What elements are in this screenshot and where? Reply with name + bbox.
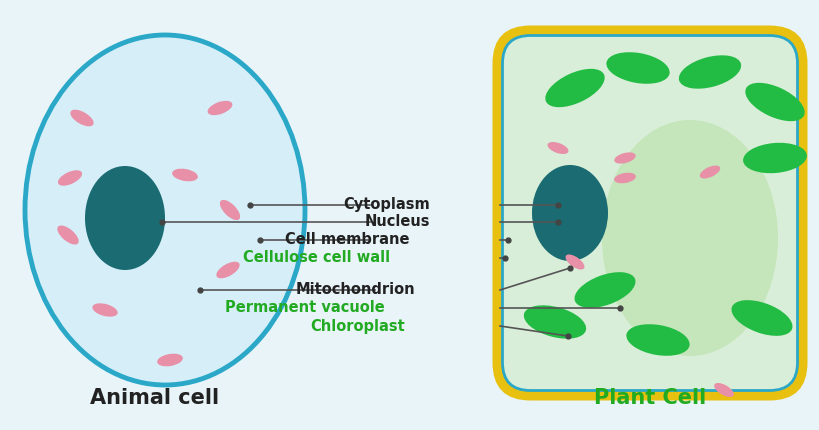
Ellipse shape	[70, 110, 93, 126]
Ellipse shape	[699, 166, 719, 178]
Ellipse shape	[601, 120, 777, 356]
Text: Plant Cell: Plant Cell	[593, 388, 705, 408]
Ellipse shape	[207, 101, 232, 115]
Ellipse shape	[532, 165, 607, 261]
Ellipse shape	[523, 305, 586, 339]
Ellipse shape	[678, 55, 740, 89]
Text: Mitochondrion: Mitochondrion	[295, 283, 414, 298]
Text: Nucleus: Nucleus	[364, 215, 429, 230]
Ellipse shape	[605, 52, 669, 84]
Ellipse shape	[613, 173, 635, 183]
Ellipse shape	[574, 272, 635, 308]
Ellipse shape	[545, 69, 604, 107]
Ellipse shape	[626, 324, 689, 356]
Ellipse shape	[58, 170, 82, 186]
Ellipse shape	[742, 143, 806, 173]
Text: Cell membrane: Cell membrane	[285, 233, 410, 248]
Ellipse shape	[57, 225, 79, 245]
Ellipse shape	[613, 152, 635, 163]
Ellipse shape	[219, 200, 240, 220]
Text: Cellulose cell wall: Cellulose cell wall	[242, 251, 390, 265]
Text: Animal cell: Animal cell	[90, 388, 219, 408]
Ellipse shape	[731, 300, 791, 336]
Ellipse shape	[713, 383, 733, 397]
Ellipse shape	[744, 83, 803, 121]
Ellipse shape	[565, 255, 584, 270]
Ellipse shape	[85, 166, 165, 270]
FancyBboxPatch shape	[492, 25, 807, 400]
Ellipse shape	[172, 169, 197, 181]
Ellipse shape	[547, 142, 568, 154]
Text: Permanent vacuole: Permanent vacuole	[225, 301, 385, 316]
Ellipse shape	[25, 35, 305, 385]
Ellipse shape	[157, 353, 183, 366]
Ellipse shape	[216, 262, 239, 278]
FancyBboxPatch shape	[502, 36, 797, 390]
Ellipse shape	[93, 303, 117, 317]
Text: Chloroplast: Chloroplast	[310, 319, 405, 334]
Text: Cytoplasm: Cytoplasm	[343, 197, 429, 212]
